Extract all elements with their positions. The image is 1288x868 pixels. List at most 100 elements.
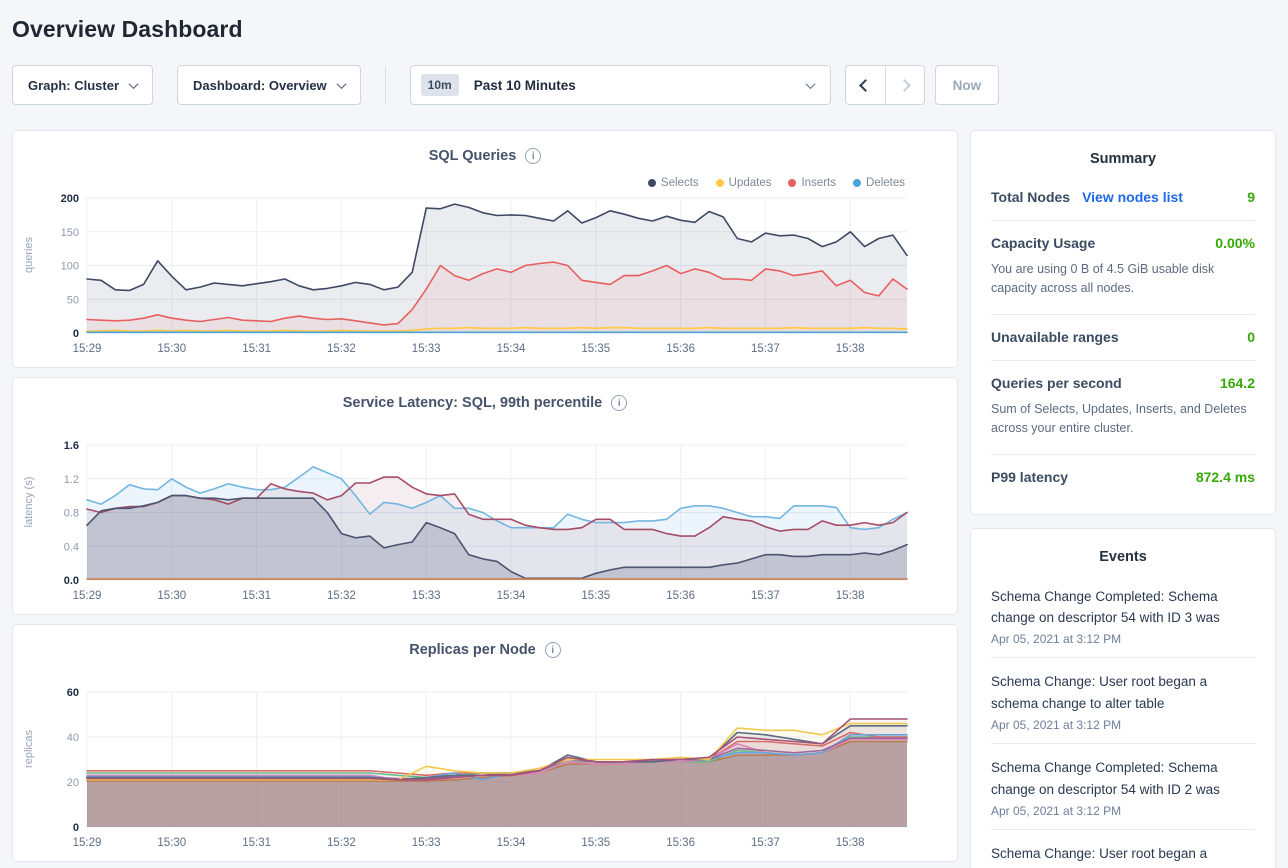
svg-text:0: 0 [73,328,79,340]
svg-text:15:33: 15:33 [412,837,441,849]
event-item: Schema Change: User root began a schema … [991,828,1255,868]
events-title: Events [1099,548,1147,565]
event-item: Schema Change Completed: Schema change o… [991,573,1255,658]
svg-text:0: 0 [73,822,79,834]
info-icon[interactable]: i [525,148,542,164]
svg-text:15:37: 15:37 [751,343,780,355]
summary-value: 872.4 ms [1195,468,1255,485]
time-nav-group [844,65,925,105]
time-range-badge: 10m [420,74,459,96]
service-latency-plot[interactable]: 15:29 15:30 15:31 15:32 15:33 15:34 15:35 15:36… [41,440,921,617]
chart-legend: Selects Updates Inserts Deletes [647,177,905,189]
svg-text:15:32: 15:32 [327,837,356,849]
view-nodes-list-link[interactable]: View nodes list [1082,189,1183,205]
chart-title: Service Latency: SQL, 99th percentile [342,395,603,411]
legend-dot [647,179,656,187]
chart-title: SQL Queries [428,148,517,164]
event-message[interactable]: Schema Change: User root began a schema … [991,845,1208,868]
svg-text:15:29: 15:29 [73,343,102,355]
svg-text:15:31: 15:31 [242,343,271,355]
legend-label: Deletes [866,177,905,189]
svg-text:15:38: 15:38 [836,837,865,849]
svg-text:15:32: 15:32 [327,343,356,355]
svg-text:200: 200 [61,193,79,205]
time-forward-button[interactable] [884,66,924,104]
svg-text:15:31: 15:31 [242,837,271,849]
svg-text:0.8: 0.8 [64,508,79,520]
summary-description: You are using 0 B of 4.5 GiB usable disk… [991,262,1215,296]
svg-text:15:36: 15:36 [666,343,695,355]
chevron-right-icon [898,78,912,92]
replicas-per-node-chart-panel: Replicas per Node i replicas 15:29 15:30 1… [12,624,958,862]
legend-dot [853,179,861,187]
svg-text:15:32: 15:32 [327,590,356,602]
svg-text:1.2: 1.2 [64,474,79,486]
svg-text:15:37: 15:37 [751,590,780,602]
event-timestamp: Apr 05, 2021 at 3:12 PM [991,717,1122,732]
legend-label: Updates [728,177,772,189]
legend-item-selects[interactable]: Selects [647,177,699,189]
svg-text:0.4: 0.4 [64,541,79,553]
sidebar: Summary Total Nodes View nodes list 9 Ca… [970,130,1276,868]
summary-row-capacity-usage: Capacity Usage 0.00% You are using 0 B o… [991,220,1255,314]
legend-item-updates[interactable]: Updates [715,177,772,189]
svg-text:15:29: 15:29 [73,590,102,602]
svg-text:15:29: 15:29 [73,837,102,849]
svg-text:150: 150 [61,227,79,239]
legend-label: Inserts [801,177,836,189]
svg-text:0.0: 0.0 [64,575,79,587]
svg-text:15:33: 15:33 [412,590,441,602]
event-message[interactable]: Schema Change: User root began a schema … [991,674,1208,712]
time-range-picker[interactable]: 10m Past 10 Minutes [409,65,831,105]
summary-value: 164.2 [1219,374,1255,391]
legend-dot [788,179,797,187]
summary-row-unavailable-ranges: Unavailable ranges 0 [991,313,1255,360]
info-icon[interactable]: i [611,395,628,411]
info-icon[interactable]: i [544,642,561,658]
summary-row-queries-per-second: Queries per second 164.2 Sum of Selects,… [991,359,1255,454]
svg-text:15:35: 15:35 [581,343,610,355]
svg-text:15:34: 15:34 [497,837,526,849]
now-button[interactable]: Now [934,65,1000,105]
legend-item-inserts[interactable]: Inserts [788,177,836,189]
svg-text:100: 100 [61,261,79,273]
svg-text:1.6: 1.6 [64,440,79,452]
svg-text:15:36: 15:36 [666,590,695,602]
svg-text:15:31: 15:31 [242,590,271,602]
time-back-button[interactable] [846,66,885,104]
svg-text:60: 60 [67,687,79,699]
svg-text:15:30: 15:30 [157,590,186,602]
graph-dropdown-label: Graph: Cluster [28,77,120,93]
svg-text:15:34: 15:34 [497,343,526,355]
event-timestamp: Apr 05, 2021 at 3:12 PM [991,632,1122,647]
chevron-down-icon [805,78,816,89]
svg-text:15:35: 15:35 [581,837,610,849]
svg-text:15:30: 15:30 [157,343,186,355]
svg-text:15:36: 15:36 [666,837,695,849]
y-axis-label: replicas [23,730,35,768]
event-message[interactable]: Schema Change Completed: Schema change o… [991,588,1220,626]
legend-dot [715,179,724,187]
event-item: Schema Change Completed: Schema change o… [991,742,1255,829]
y-axis-label: latency (s) [23,476,35,528]
summary-panel: Summary Total Nodes View nodes list 9 Ca… [970,130,1276,515]
summary-label: Total Nodes [991,189,1071,205]
summary-value: 0 [1247,328,1255,345]
svg-text:15:33: 15:33 [412,343,441,355]
summary-row-p99-latency: P99 latency 872.4 ms [991,453,1255,500]
dashboard-dropdown[interactable]: Dashboard: Overview [177,65,361,105]
svg-text:50: 50 [67,294,79,306]
svg-text:20: 20 [67,777,79,789]
legend-item-deletes[interactable]: Deletes [853,177,905,189]
svg-text:15:38: 15:38 [836,343,865,355]
y-axis-label: queries [23,236,35,274]
graph-dropdown[interactable]: Graph: Cluster [12,65,154,105]
chevron-down-icon [128,78,139,89]
event-message[interactable]: Schema Change Completed: Schema change o… [991,759,1220,797]
svg-text:15:37: 15:37 [751,837,780,849]
svg-text:40: 40 [67,732,79,744]
sql-queries-plot[interactable]: 15:29 15:30 15:31 15:32 15:33 15:34 15:35 15:36… [41,193,921,370]
dashboard-dropdown-label: Dashboard: Overview [193,77,327,93]
replicas-per-node-plot[interactable]: 15:29 15:30 15:31 15:32 15:33 15:34 15:35 15:36… [41,687,921,864]
